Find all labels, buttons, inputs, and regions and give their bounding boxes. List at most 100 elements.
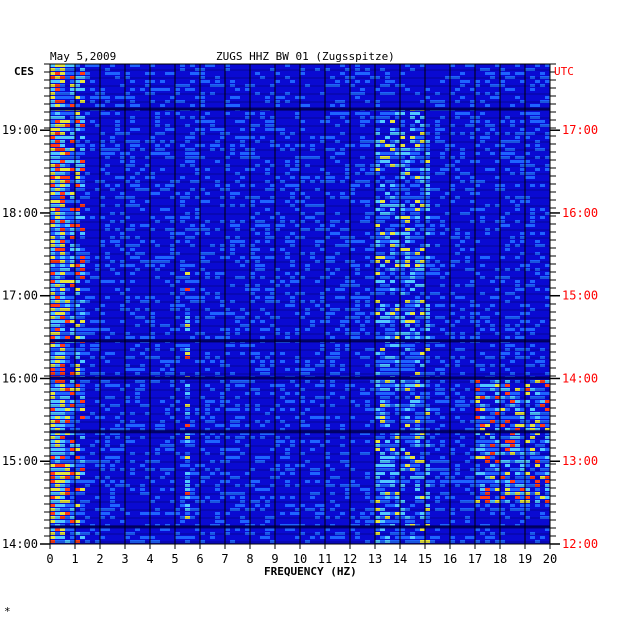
heat-cell <box>205 368 210 371</box>
heat-cell <box>65 152 70 155</box>
heat-cell <box>50 444 55 447</box>
heat-cell <box>475 496 480 499</box>
heat-cell <box>390 316 395 319</box>
heat-cell <box>65 240 70 243</box>
heat-cell <box>60 208 65 211</box>
heat-cell <box>155 380 160 383</box>
heat-cell <box>250 112 255 115</box>
heat-cell <box>345 320 350 323</box>
heat-cell <box>395 356 400 359</box>
heat-cell <box>395 332 400 335</box>
heat-cell <box>75 172 80 175</box>
heat-cell <box>60 396 65 399</box>
heat-cell <box>370 164 375 167</box>
heat-cell <box>80 252 85 255</box>
heat-cell <box>450 540 455 543</box>
heat-cell <box>60 128 65 131</box>
heat-cell <box>435 292 440 295</box>
heat-cell <box>185 212 190 215</box>
heat-cell <box>515 436 520 439</box>
heat-cell <box>395 152 400 155</box>
heat-cell <box>105 296 110 299</box>
heat-cell <box>65 464 70 467</box>
heat-cell <box>170 396 175 399</box>
heat-cell <box>50 312 55 315</box>
heat-cell <box>80 408 85 411</box>
heat-cell <box>470 448 475 451</box>
heat-cell <box>440 276 445 279</box>
heat-cell <box>100 96 105 99</box>
heat-cell <box>185 504 190 507</box>
heat-cell <box>510 508 515 511</box>
heat-cell <box>130 424 135 427</box>
heat-cell <box>60 452 65 455</box>
heat-cell <box>175 400 180 403</box>
heat-cell <box>80 388 85 391</box>
heat-cell <box>210 472 215 475</box>
heat-cell <box>510 488 515 491</box>
heat-cell <box>245 152 250 155</box>
heat-cell <box>530 416 535 419</box>
heat-cell <box>50 220 55 223</box>
heat-cell <box>65 512 70 515</box>
heat-cell <box>215 292 220 295</box>
heat-cell <box>90 332 95 335</box>
heat-cell <box>60 88 65 91</box>
heat-cell <box>510 200 515 203</box>
heat-cell <box>315 260 320 263</box>
heat-cell <box>265 296 270 299</box>
heat-cell <box>255 284 260 287</box>
heat-cell <box>380 436 385 439</box>
heat-cell <box>410 136 415 139</box>
heat-cell <box>200 268 205 271</box>
heat-cell <box>105 528 110 531</box>
heat-cell <box>185 484 190 487</box>
heat-cell <box>470 480 475 483</box>
heat-cell <box>185 264 190 267</box>
heat-cell <box>385 356 390 359</box>
heat-cell <box>425 508 430 511</box>
heat-cell <box>250 156 255 159</box>
heat-cell <box>180 504 185 507</box>
heat-cell <box>145 404 150 407</box>
heat-cell <box>110 188 115 191</box>
heat-cell <box>535 464 540 467</box>
heat-cell <box>505 484 510 487</box>
heat-cell <box>265 488 270 491</box>
heat-cell <box>500 356 505 359</box>
heat-cell <box>330 336 335 339</box>
heat-cell <box>320 292 325 295</box>
heat-cell <box>505 384 510 387</box>
heat-cell <box>220 364 225 367</box>
heat-cell <box>90 80 95 83</box>
heat-cell <box>475 240 480 243</box>
heat-cell <box>505 488 510 491</box>
heat-cell <box>160 256 165 259</box>
heat-cell <box>385 388 390 391</box>
heat-cell <box>490 464 495 467</box>
y-right-tick-label: 17:00 <box>562 123 598 137</box>
heat-cell <box>345 488 350 491</box>
heat-cell <box>50 368 55 371</box>
heat-cell <box>340 152 345 155</box>
heat-cell <box>195 512 200 515</box>
heat-cell <box>95 188 100 191</box>
heat-cell <box>390 392 395 395</box>
heat-cell <box>480 396 485 399</box>
heat-cell <box>75 404 80 407</box>
heat-cell <box>65 360 70 363</box>
heat-cell <box>75 256 80 259</box>
heat-cell <box>375 384 380 387</box>
heat-cell <box>430 272 435 275</box>
heat-cell <box>50 216 55 219</box>
heat-cell <box>165 412 170 415</box>
heat-cell <box>400 232 405 235</box>
heat-cell <box>360 512 365 515</box>
heat-cell <box>70 408 75 411</box>
heat-cell <box>455 360 460 363</box>
heat-cell <box>415 336 420 339</box>
heat-cell <box>265 312 270 315</box>
heat-cell <box>535 156 540 159</box>
heat-cell <box>375 152 380 155</box>
heat-cell <box>270 164 275 167</box>
